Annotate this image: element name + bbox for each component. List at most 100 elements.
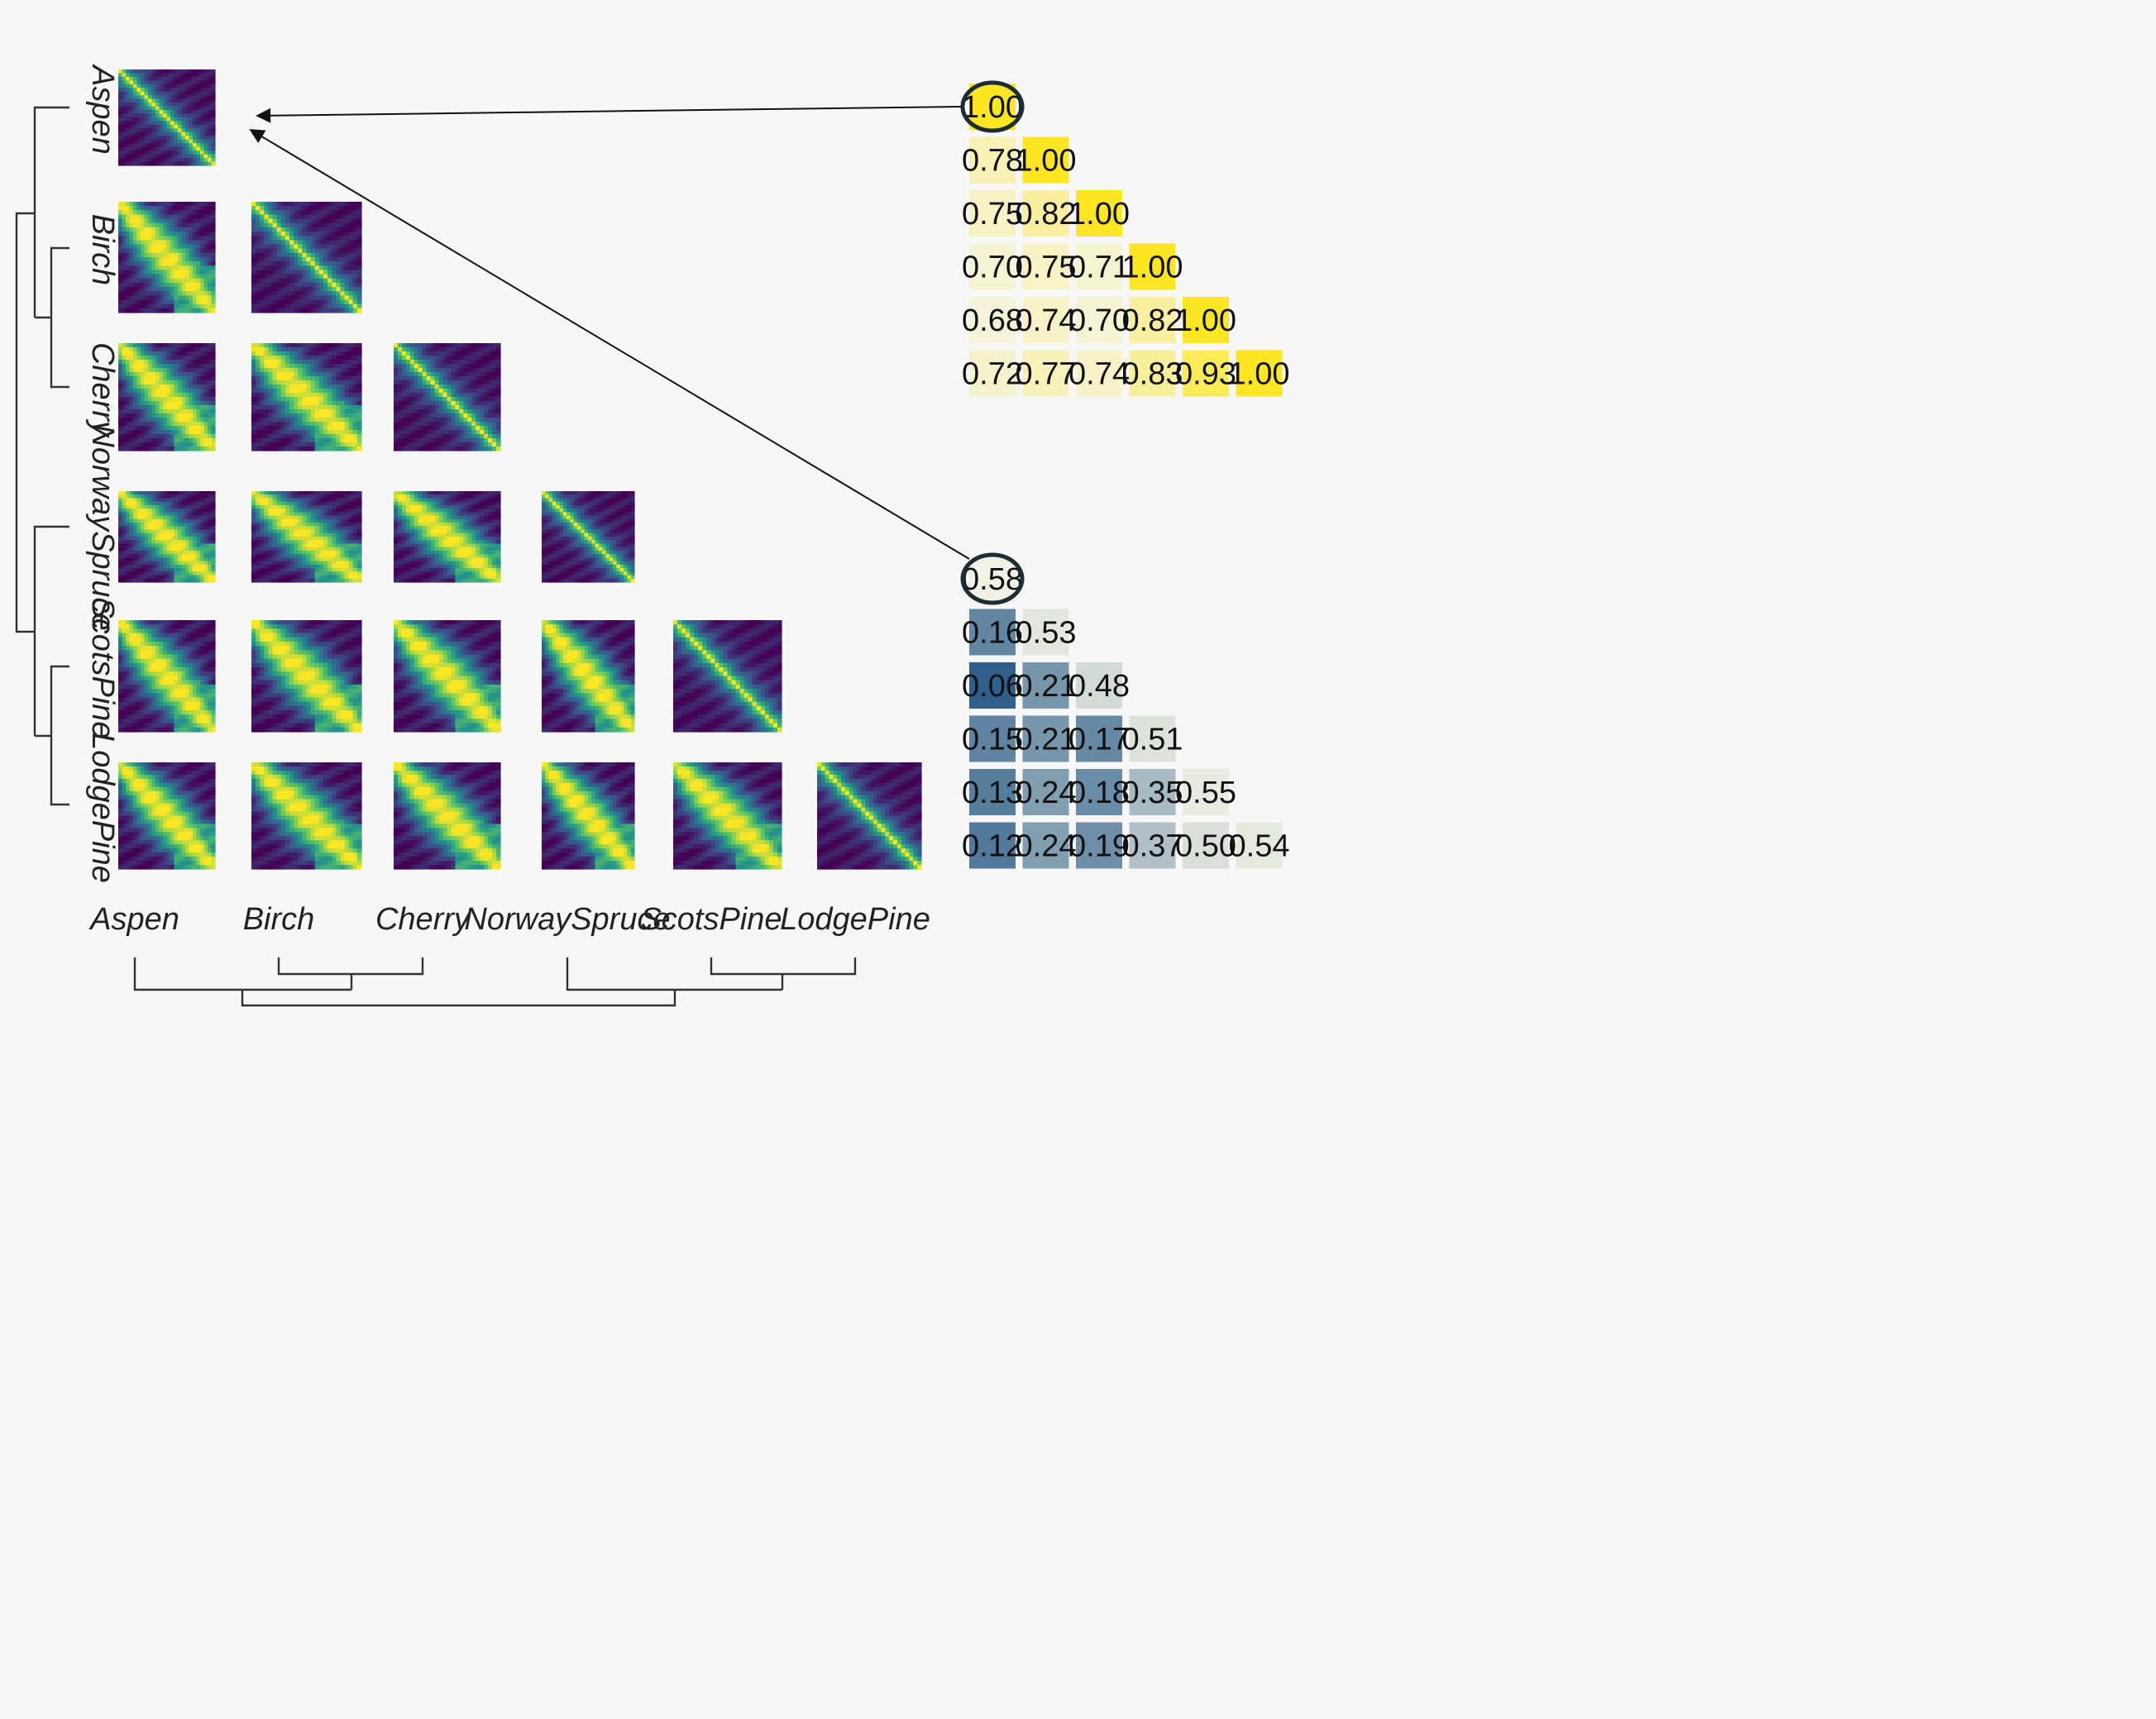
table-cell-fill: [969, 350, 1016, 397]
table-cell: 0.93: [1175, 350, 1236, 397]
table-cell: 0.16: [962, 609, 1023, 656]
table-cell: 0.35: [1122, 769, 1183, 815]
table-cell: 1.00: [1016, 136, 1076, 184]
table-cell-value: 0.58: [962, 562, 1023, 597]
table-cell-value: 0.74: [1016, 303, 1077, 338]
table-cell-value: 0.55: [1175, 776, 1236, 810]
table-cell-value: 0.75: [1016, 251, 1077, 285]
table-cell-value: 0.13: [962, 776, 1023, 810]
bottom-dendrogram-branch: [710, 957, 857, 976]
table-cell-value: 0.15: [962, 723, 1023, 757]
table-cell-value: 0.70: [962, 251, 1023, 285]
table-cell-value: 0.75: [962, 197, 1023, 232]
table-cell-fill: [1183, 297, 1229, 343]
table-cell: 0.83: [1122, 350, 1183, 397]
table-cell-value: 0.06: [962, 669, 1023, 704]
table-cell-fill: [1022, 190, 1069, 236]
table-cell: 0.53: [1016, 609, 1077, 656]
table-cell-value: 0.77: [1016, 357, 1077, 392]
table-cell: 0.37: [1122, 822, 1183, 869]
table-cell-fill: [1022, 769, 1069, 815]
table-cell-fill: [969, 243, 1016, 290]
table-cell: 0.51: [1122, 715, 1183, 762]
column-label-norwayspruce: NorwaySpruce: [464, 902, 670, 937]
bottom-dendrogram: [133, 957, 857, 1007]
bottom-dendrogram-branch: [241, 990, 676, 1007]
row-species-labels: Aspen Birch CherryNorwaySpruceScotsPineLod…: [85, 64, 120, 883]
contact-map-lodgepine-scotspine: [673, 762, 782, 870]
table-cell-fill: [1022, 350, 1069, 397]
similarity-table-upper: 1.000.781.000.750.821.000.700.750.711.00…: [960, 80, 1290, 397]
table-cell: 0.74: [1016, 297, 1077, 343]
table-cell-fill: [1129, 297, 1176, 343]
table-cell-fill: [1183, 350, 1229, 397]
table-cell-fill: [1076, 662, 1122, 709]
table-cell: 1.00: [1068, 190, 1130, 236]
table-cell: 0.70: [962, 243, 1023, 290]
contact-map-cherry-aspen: [118, 343, 216, 451]
table-cell: 0.71: [1068, 243, 1130, 290]
table-cell-fill: [1076, 297, 1122, 343]
table-cell-fill: [1022, 297, 1069, 343]
table-cell: 0.78: [962, 136, 1023, 184]
similarity-table-lower: 0.580.160.530.060.210.480.150.210.170.51…: [960, 552, 1290, 869]
table-cell-value: 0.37: [1122, 829, 1183, 864]
table-cell: 0.82: [1122, 297, 1183, 343]
table-cell-fill: [1022, 243, 1069, 290]
table-cell: 0.21: [1016, 662, 1076, 709]
table-cell-fill: [1076, 190, 1122, 236]
row-label-birch: Birch: [85, 214, 120, 286]
table-cell-value: 0.74: [1068, 357, 1130, 392]
column-label-aspen: Aspen: [88, 902, 179, 937]
table-cell-value: 0.51: [1122, 723, 1183, 757]
table-cell-fill: [1022, 136, 1069, 184]
table-cell-value: 0.53: [1016, 616, 1077, 651]
table-cell-value: 0.12: [962, 829, 1023, 864]
callout-arrows: [249, 106, 970, 560]
contact-map-lodgepine-birch: [251, 762, 362, 870]
table-cell-value: 0.78: [962, 144, 1023, 179]
row-label-lodgepine: LodgePine: [85, 733, 120, 883]
table-cell: 0.13: [962, 769, 1023, 815]
table-cell-fill: [1022, 715, 1069, 762]
table-cell: 0.74: [1068, 350, 1130, 397]
contact-map-lodgepine-cherry: [394, 762, 501, 870]
table-cell-fill: [1129, 350, 1176, 397]
table-cell-fill: [969, 662, 1016, 709]
table-cell: 1.00: [962, 84, 1023, 130]
table-cell-value: 0.21: [1016, 723, 1077, 757]
table-cell-fill: [1076, 715, 1122, 762]
callout-arrow-upper: [256, 106, 963, 123]
table-cell-fill: [1236, 822, 1283, 869]
table-cell-value: 0.82: [1016, 197, 1077, 232]
table-cell: 0.06: [962, 662, 1023, 709]
row-label-scotspine: ScotsPine: [85, 597, 120, 738]
contact-map-norwayspruce-aspen: [118, 491, 216, 583]
table-cell-value: 0.54: [1229, 829, 1290, 864]
left-dendrogram-branch: [33, 525, 69, 736]
table-cell-fill: [969, 609, 1016, 656]
table-cell: 0.54: [1229, 822, 1290, 869]
contact-map-scotspine-aspen: [118, 620, 216, 733]
contact-map-birch-birch: [251, 202, 362, 313]
column-label-cherry: Cherry: [375, 902, 471, 937]
table-cell-fill: [1236, 350, 1283, 397]
table-cell-value: 1.00: [1068, 197, 1130, 232]
table-cell-fill: [1183, 822, 1229, 869]
table-cell-value: 1.00: [1229, 357, 1290, 392]
bottom-dendrogram-branch: [566, 957, 782, 991]
table-cell-value: 0.82: [1122, 303, 1183, 338]
table-cell-fill: [969, 136, 1016, 184]
table-cell-fill: [969, 769, 1016, 815]
table-cell-value: 0.71: [1068, 251, 1130, 285]
table-cell-value: 0.19: [1068, 829, 1130, 864]
table-cell: 0.24: [1016, 822, 1076, 869]
table-cell: 0.48: [1068, 662, 1130, 709]
table-cell-fill: [969, 822, 1016, 869]
table-cell-value: 0.35: [1122, 776, 1183, 810]
callout-arrow-lower: [249, 129, 970, 560]
left-dendrogram-branch: [50, 665, 69, 806]
column-species-labels: Aspen Birch CherryNorwaySpruceScotsPineLod…: [88, 902, 930, 937]
table-cell: 0.77: [1016, 350, 1077, 397]
